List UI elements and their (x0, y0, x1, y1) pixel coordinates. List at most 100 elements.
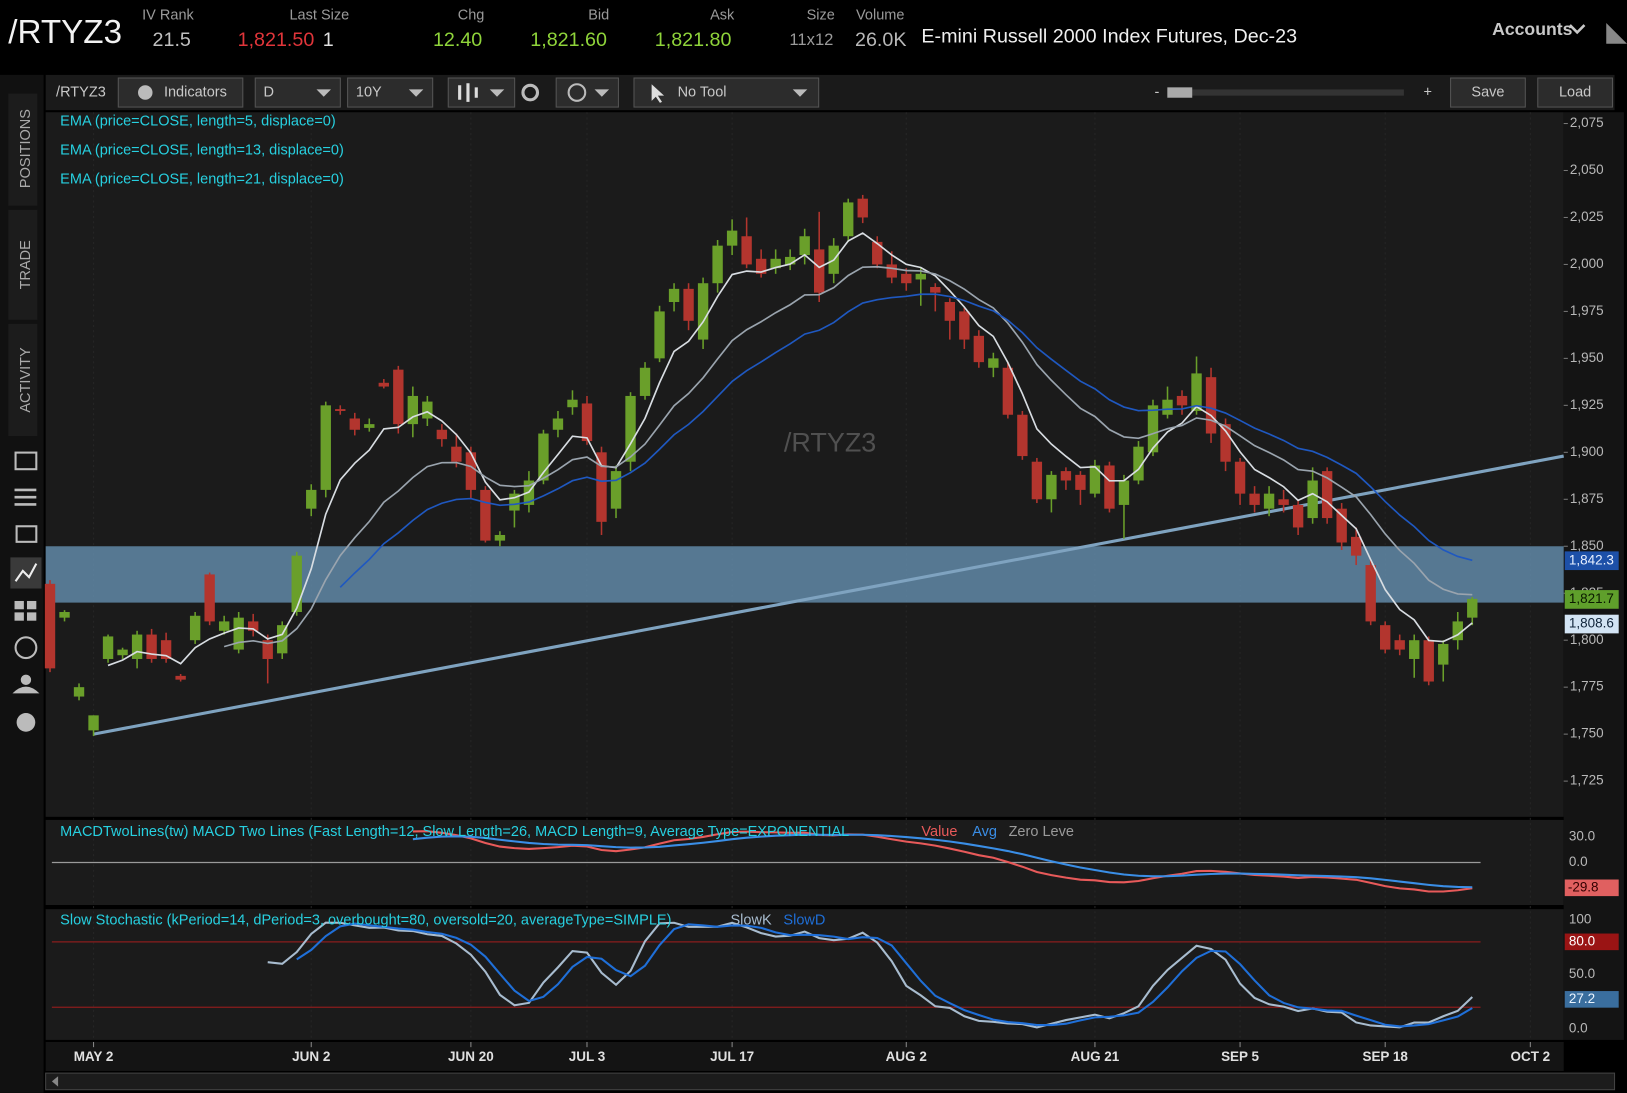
period-value[interactable]: 10Y (356, 84, 382, 100)
candle-body (610, 471, 622, 509)
candle-body (1147, 405, 1159, 453)
tool-dropdown[interactable] (633, 77, 820, 108)
activity-tab[interactable]: ACTIVITY (18, 347, 34, 413)
icon[interactable] (14, 600, 24, 610)
candle-body (1263, 493, 1275, 509)
icon (138, 85, 153, 100)
dropdown-arrow (594, 89, 610, 97)
y-tick-label: 1,875 (1570, 491, 1604, 506)
icon[interactable] (14, 451, 38, 471)
candle-body (291, 555, 302, 613)
save-label[interactable]: Save (1471, 84, 1504, 100)
y-tick-label: 1,775 (1570, 679, 1604, 694)
zoom-in[interactable]: + (1424, 84, 1432, 100)
macd-value-line (412, 830, 1473, 893)
candle-body (567, 399, 578, 408)
field-value: 1,821.80 (655, 29, 732, 51)
candle-body (973, 335, 985, 363)
tab-bg[interactable] (8, 209, 38, 320)
study-label: EMA (price=CLOSE, length=13, displace=0) (60, 142, 344, 158)
icon[interactable] (14, 636, 38, 660)
indicators-label[interactable]: Indicators (164, 84, 227, 100)
candle-body (146, 634, 157, 659)
candle-body (1176, 395, 1188, 406)
tab-bg[interactable] (8, 93, 38, 206)
candle-body (1046, 474, 1057, 500)
trade-tab[interactable]: TRADE (18, 240, 34, 290)
icon[interactable] (15, 525, 38, 543)
candle-body (1380, 625, 1391, 650)
zoom-thumb[interactable] (1167, 87, 1193, 98)
candle-body (1104, 465, 1115, 509)
icon[interactable] (14, 612, 24, 621)
toolbar-symbol[interactable]: /RTYZ3 (56, 84, 106, 100)
load-button[interactable] (1537, 77, 1613, 108)
price-tag-label: 1,842.3 (1569, 552, 1614, 567)
candle-body (335, 409, 346, 411)
candle-body (393, 369, 404, 425)
icon[interactable] (14, 488, 37, 506)
candle-body (1234, 461, 1246, 494)
candle-body (59, 612, 70, 618)
candle-body (1438, 643, 1449, 665)
icon[interactable] (16, 713, 36, 732)
zoom-track[interactable] (1167, 89, 1404, 96)
candle-body (596, 452, 607, 522)
field-value: 1,821.60 (530, 29, 607, 51)
icon[interactable] (26, 612, 37, 621)
legend-entry: Value (921, 824, 957, 840)
candle-body (930, 286, 941, 293)
candle-body (1205, 377, 1217, 434)
price-tag (1564, 614, 1619, 634)
candle-body (625, 395, 636, 462)
x-tick-label: SEP 5 (1221, 1049, 1259, 1064)
zoom-out[interactable]: - (1155, 84, 1160, 100)
study-label: EMA (price=CLOSE, length=21, displace=0) (60, 172, 344, 188)
x-tick-label: OCT 2 (1510, 1049, 1550, 1064)
settings-icon[interactable] (521, 83, 540, 102)
save-button[interactable] (1450, 77, 1526, 108)
legend-entry: SlowK (730, 912, 771, 928)
candle-body (1307, 480, 1318, 519)
candle-body (422, 401, 433, 419)
dropdown-arrow (792, 89, 808, 97)
candle-body (1350, 536, 1362, 556)
tab-bg[interactable] (8, 323, 38, 436)
load-label[interactable]: Load (1559, 84, 1591, 100)
accounts-arrow[interactable] (1569, 24, 1586, 35)
candle-body (102, 636, 114, 659)
candle-body (494, 534, 506, 541)
x-tick-label: MAY 2 (74, 1049, 114, 1064)
drawing-dropdown[interactable] (555, 77, 619, 108)
field-label: Volume (856, 8, 904, 24)
icon[interactable] (20, 674, 32, 686)
dropdown-arrow (408, 89, 424, 97)
stoch-last-tag (1564, 991, 1619, 1008)
macd-tick-label: 0.0 (1569, 854, 1588, 869)
tool-value[interactable]: No Tool (678, 84, 727, 100)
candle-body (1292, 504, 1304, 528)
icon[interactable] (12, 686, 40, 694)
aggregation-value[interactable]: D (264, 84, 274, 100)
y-tick-label: 2,050 (1570, 162, 1604, 177)
candle-body (349, 418, 360, 430)
icon[interactable] (14, 563, 38, 582)
y-tick-label: 1,950 (1570, 350, 1604, 365)
icon[interactable] (26, 600, 37, 610)
candle-body (1089, 465, 1101, 494)
candle-body (814, 249, 825, 293)
candle-body (277, 625, 288, 654)
accounts-menu[interactable]: Accounts (1492, 19, 1573, 39)
candle-body (1031, 461, 1043, 500)
price-axis (1563, 112, 1624, 1040)
scrollbar[interactable] (45, 1072, 1616, 1091)
candle-body (741, 236, 752, 265)
support-zone (45, 546, 1564, 603)
scroll-arrow[interactable] (51, 1076, 59, 1087)
candle-body (1336, 508, 1347, 543)
ema-line (223, 265, 1473, 648)
candle-body (436, 429, 448, 440)
positions-tab[interactable]: POSITIONS (18, 109, 34, 188)
candle-body (857, 198, 868, 218)
